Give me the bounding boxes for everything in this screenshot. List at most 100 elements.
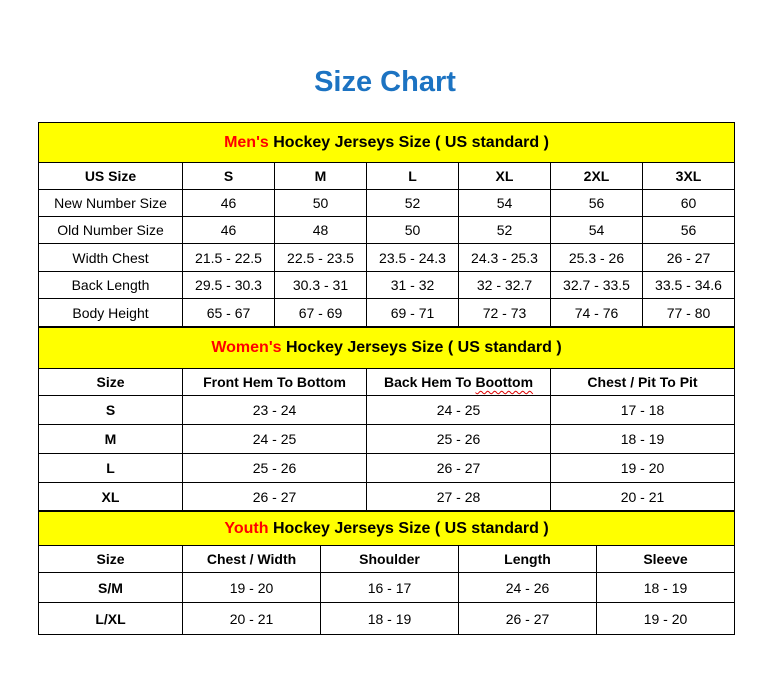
table-cell: 52 <box>366 189 459 217</box>
column-header: Chest / Pit To Pit <box>549 368 736 396</box>
column-header: Length <box>458 545 597 573</box>
row-label: S/M <box>38 572 183 603</box>
table-cell: 24 - 26 <box>458 572 597 603</box>
column-header-label: 2XL <box>583 168 610 184</box>
table-cell: 46 <box>182 189 275 217</box>
table-cell: 26 - 27 <box>366 453 551 483</box>
table-cell: 20 - 21 <box>182 602 321 635</box>
table-cell: 32.7 - 33.5 <box>550 271 643 299</box>
column-header-label: Size <box>96 551 125 567</box>
column-header-label: M <box>314 168 327 184</box>
table-cell: 30.3 - 31 <box>274 271 367 299</box>
column-header-label: Front Hem To Bottom <box>203 374 346 390</box>
column-header-label: Size <box>96 374 125 390</box>
column-header-label: Back Hem To Boottom <box>383 374 534 390</box>
heading-text: Hockey Jerseys Size ( US standard ) <box>285 339 562 356</box>
page-title: Size Chart <box>314 66 456 98</box>
row-label: L <box>38 453 183 483</box>
heading-text: Hockey Jerseys Size ( US standard ) <box>273 133 549 151</box>
table-cell: 77 - 80 <box>641 298 736 327</box>
column-header-label: US Size <box>84 168 137 184</box>
youth-size-table: Youth Hockey Jerseys Size ( US standard … <box>37 511 736 635</box>
table-cell: 16 - 17 <box>320 572 459 603</box>
table-cell: 18 - 19 <box>549 424 736 454</box>
column-header-label: 3XL <box>675 168 702 184</box>
column-header: 3XL <box>641 162 736 190</box>
column-header: M <box>274 162 367 190</box>
column-header: Shoulder <box>320 545 459 573</box>
table-row: M 24 - 25 25 - 26 18 - 19 <box>38 424 736 454</box>
column-header: 2XL <box>550 162 643 190</box>
table-cell: 33.5 - 34.6 <box>641 271 736 299</box>
table-row: Width Chest 21.5 - 22.5 22.5 - 23.5 23.5 - … <box>38 243 736 272</box>
table-cell: 56 <box>641 216 736 244</box>
table-cell: 24 - 25 <box>182 424 367 454</box>
youth-section-heading: Youth Hockey Jerseys Size ( US standard … <box>37 511 736 546</box>
size-chart: Men's Hockey Jerseys Size ( US standard … <box>37 122 736 635</box>
table-row: Back Length 29.5 - 30.3 30.3 - 31 31 - 32 32… <box>38 271 736 299</box>
table-cell: 24.3 - 25.3 <box>458 243 551 272</box>
table-cell: 27 - 28 <box>366 482 551 511</box>
column-header-label: Chest / Pit To Pit <box>587 374 698 390</box>
women-section-heading: Women's Hockey Jerseys Size ( US standar… <box>37 327 736 369</box>
table-cell: 22.5 - 23.5 <box>274 243 367 272</box>
column-header: L <box>366 162 459 190</box>
table-cell: 32 - 32.7 <box>458 271 551 299</box>
row-label: Width Chest <box>38 243 183 272</box>
table-cell: 46 <box>182 216 275 244</box>
table-cell: 52 <box>458 216 551 244</box>
column-header-label: XL <box>495 168 514 184</box>
row-label: Back Length <box>38 271 183 299</box>
table-cell: 25 - 26 <box>182 453 367 483</box>
heading-accent: Youth <box>224 519 269 537</box>
column-header-row: Size Chest / Width Shoulder Length Sleeve <box>38 545 736 573</box>
column-header-label: Chest / Width <box>206 551 297 567</box>
table-cell: 65 - 67 <box>182 298 275 327</box>
table-cell: 29.5 - 30.3 <box>182 271 275 299</box>
row-label: XL <box>38 482 183 511</box>
table-cell: 50 <box>366 216 459 244</box>
table-cell: 54 <box>458 189 551 217</box>
table-cell: 24 - 25 <box>366 395 551 425</box>
column-header-label: Shoulder <box>359 551 420 567</box>
table-cell: 26 - 27 <box>182 482 367 511</box>
table-cell: 74 - 76 <box>550 298 643 327</box>
row-label: S <box>38 395 183 425</box>
table-row: New Number Size 46 50 52 54 56 60 <box>38 189 736 217</box>
row-label: Old Number Size <box>38 216 183 244</box>
table-cell: 54 <box>550 216 643 244</box>
column-header: XL <box>458 162 551 190</box>
column-header-row: US Size S M L XL 2XL 3XL <box>38 162 736 190</box>
column-header: US Size <box>38 162 183 190</box>
row-label: Body Height <box>38 298 183 327</box>
table-row: S 23 - 24 24 - 25 17 - 18 <box>38 395 736 425</box>
table-row: XL 26 - 27 27 - 28 20 - 21 <box>38 482 736 511</box>
table-cell: 19 - 20 <box>595 602 736 635</box>
table-cell: 25.3 - 26 <box>550 243 643 272</box>
column-header-label: Sleeve <box>643 551 688 567</box>
column-header: Sleeve <box>595 545 736 573</box>
column-header: Back Hem To Boottom <box>366 368 551 396</box>
women-size-table: Women's Hockey Jerseys Size ( US standar… <box>37 327 736 511</box>
table-cell: 23.5 - 24.3 <box>366 243 459 272</box>
heading-accent: Women's <box>211 339 282 356</box>
table-cell: 19 - 20 <box>182 572 321 603</box>
table-cell: 31 - 32 <box>366 271 459 299</box>
heading-text: Hockey Jerseys Size ( US standard ) <box>272 519 549 537</box>
column-header: Size <box>38 368 183 396</box>
row-label: M <box>38 424 183 454</box>
men-section-heading: Men's Hockey Jerseys Size ( US standard … <box>37 122 736 163</box>
table-row: S/M 19 - 20 16 - 17 24 - 26 18 - 19 <box>38 572 736 603</box>
table-cell: 72 - 73 <box>458 298 551 327</box>
table-row: L/XL 20 - 21 18 - 19 26 - 27 19 - 20 <box>38 602 736 635</box>
table-row: Old Number Size 46 48 50 52 54 56 <box>38 216 736 244</box>
column-header-row: Size Front Hem To Bottom Back Hem To Boott… <box>38 368 736 396</box>
table-cell: 25 - 26 <box>366 424 551 454</box>
column-header: Size <box>38 545 183 573</box>
heading-accent: Men's <box>224 133 269 151</box>
table-cell: 48 <box>274 216 367 244</box>
column-header-label: L <box>408 168 417 184</box>
table-cell: 19 - 20 <box>549 453 736 483</box>
spellcheck-underline: Boottom <box>475 374 534 390</box>
row-label: New Number Size <box>38 189 183 217</box>
